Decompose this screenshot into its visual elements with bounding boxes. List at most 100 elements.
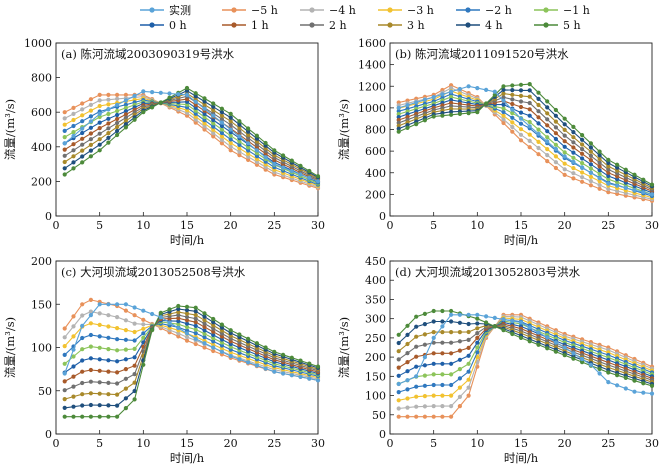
data-point	[97, 103, 102, 109]
data-point	[414, 100, 419, 105]
data-point	[396, 117, 401, 123]
data-point	[237, 142, 242, 147]
data-point	[405, 332, 410, 337]
data-point	[246, 154, 251, 159]
data-point	[141, 110, 146, 115]
data-point	[597, 371, 602, 376]
data-point	[219, 123, 224, 129]
y-tick-label: 200	[365, 188, 386, 201]
data-point	[315, 378, 321, 383]
data-point	[615, 188, 620, 194]
x-tick-label: 20	[558, 219, 572, 232]
data-point	[184, 311, 190, 316]
data-point	[176, 322, 181, 327]
data-point	[606, 164, 611, 169]
data-point	[405, 414, 410, 419]
data-point	[527, 94, 532, 99]
data-point	[97, 142, 102, 147]
x-tick-label: 15	[514, 219, 528, 232]
y-tick-label: 350	[365, 293, 386, 306]
data-point	[606, 157, 611, 162]
y-tick-label: 0	[379, 210, 386, 223]
data-point	[553, 113, 558, 118]
x-tick-label: 10	[470, 437, 484, 450]
data-point	[545, 147, 550, 152]
data-point	[562, 133, 567, 138]
data-point	[80, 323, 85, 328]
data-point	[71, 123, 76, 129]
data-point	[115, 96, 120, 101]
y-tick-label: 200	[365, 351, 386, 364]
data-point	[106, 313, 111, 318]
data-point	[219, 106, 224, 111]
data-point	[527, 124, 532, 129]
data-point	[449, 106, 454, 111]
data-point	[202, 118, 207, 123]
data-point	[62, 110, 67, 115]
data-point	[545, 153, 550, 158]
data-point	[606, 181, 611, 186]
series-line	[396, 312, 655, 396]
data-point	[132, 329, 137, 335]
data-point	[501, 120, 506, 126]
y-tick-label: 150	[31, 298, 52, 311]
data-point	[492, 89, 497, 94]
data-point	[298, 374, 303, 379]
data-point	[606, 380, 611, 385]
y-tick-label: 150	[365, 370, 386, 383]
y-tick-label: 0	[379, 428, 386, 441]
data-point	[106, 131, 111, 136]
data-point	[202, 114, 207, 120]
y-tick-label: 200	[31, 175, 52, 188]
x-axis-label: 时间/h	[504, 233, 539, 247]
data-point	[219, 322, 224, 327]
data-point	[246, 145, 251, 150]
data-point	[484, 101, 489, 106]
data-point	[211, 101, 216, 106]
data-point	[466, 84, 471, 89]
data-point	[254, 154, 259, 159]
data-point	[396, 373, 401, 378]
data-point	[106, 102, 111, 107]
data-point	[422, 97, 427, 102]
data-point	[457, 312, 462, 317]
data-point	[254, 156, 259, 162]
data-point	[80, 358, 85, 363]
data-point	[281, 165, 286, 170]
data-point	[88, 321, 93, 326]
legend-label: 4 h	[485, 19, 503, 32]
series-line	[396, 82, 655, 187]
data-point	[219, 120, 224, 125]
y-tick-label: 50	[38, 385, 52, 398]
data-point	[132, 93, 137, 98]
data-point	[475, 321, 480, 326]
data-point	[158, 100, 163, 105]
y-tick-label: 50	[372, 409, 386, 422]
data-point	[88, 414, 93, 419]
data-point	[518, 116, 524, 121]
data-point	[641, 381, 646, 386]
x-tick-label: 25	[267, 437, 281, 450]
data-point	[193, 102, 198, 107]
y-axis-label: 流量/(m³/s)	[337, 99, 351, 160]
data-point	[571, 150, 576, 155]
data-point	[457, 376, 462, 381]
y-tick-label: 800	[365, 124, 386, 137]
data-point	[88, 119, 93, 124]
data-point	[606, 173, 611, 179]
data-point	[545, 123, 550, 128]
data-point	[562, 353, 567, 358]
data-point	[80, 380, 85, 386]
data-point	[219, 331, 224, 336]
data-point	[422, 311, 427, 316]
data-point	[562, 116, 567, 121]
data-point	[237, 134, 242, 139]
data-point	[62, 128, 67, 133]
data-point	[457, 348, 462, 353]
data-point	[106, 121, 111, 126]
data-point	[457, 404, 462, 409]
data-point	[237, 332, 242, 337]
data-point	[422, 332, 427, 337]
y-tick-label: 1600	[358, 37, 386, 50]
data-point	[80, 154, 85, 159]
